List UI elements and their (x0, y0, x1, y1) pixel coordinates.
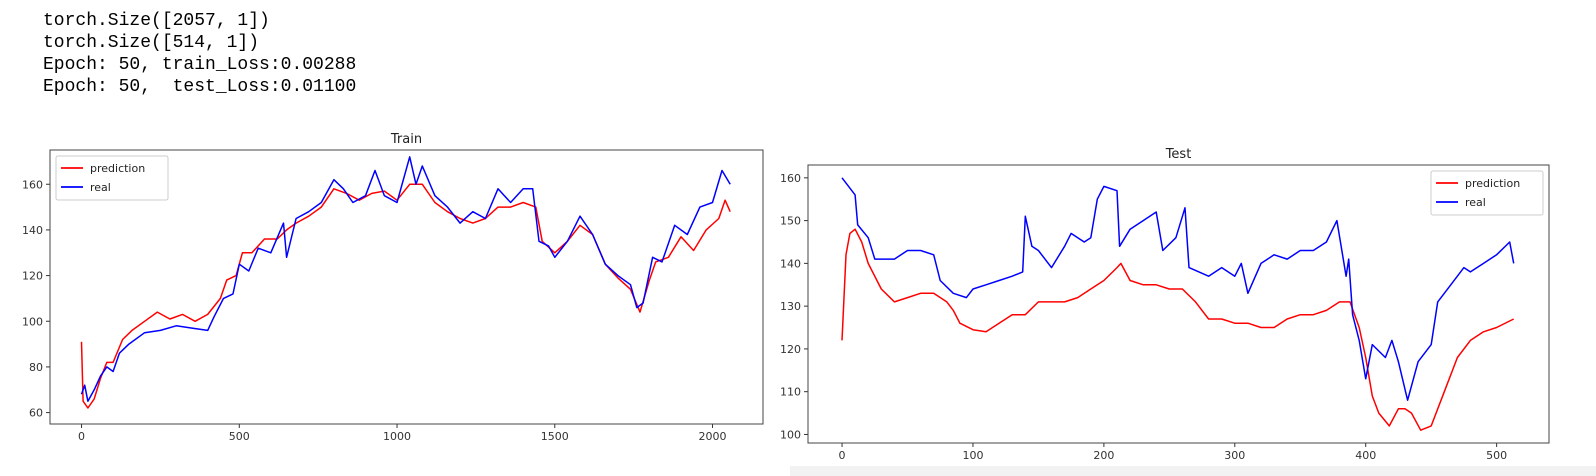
series-line-real (841, 177, 1515, 401)
x-tick-label: 1500 (541, 430, 569, 443)
cell-output: torch.Size([2057, 1]) torch.Size([514, 1… (43, 10, 356, 98)
series-line-real (80, 156, 731, 402)
x-tick-label: 200 (1093, 449, 1114, 462)
y-tick-label: 110 (780, 386, 801, 399)
x-tick-label: 400 (1355, 449, 1376, 462)
legend-label: prediction (90, 162, 145, 175)
legend-box (1430, 170, 1544, 216)
train-chart: Train 0 500 1000 1500 2000 60 80 100 120 140 160 pre… (22, 132, 764, 443)
x-tick-label: 500 (1486, 449, 1507, 462)
y-tick-label: 150 (780, 215, 801, 228)
test-chart: Test 0 100 200 300 400 500 100 110 120 130 140 150 16… (780, 147, 1550, 462)
y-tick-label: 120 (22, 270, 43, 283)
y-tick-label: 130 (780, 300, 801, 313)
axes-frame (807, 164, 1550, 444)
y-tick-label: 160 (780, 172, 801, 185)
output-line: torch.Size([514, 1]) (43, 33, 260, 53)
legend-label: real (90, 181, 111, 194)
x-tick-label: 300 (1224, 449, 1245, 462)
output-scroll-area (790, 466, 1596, 476)
series-line-prediction (80, 183, 731, 409)
y-tick-label: 100 (22, 315, 43, 328)
y-tick-label: 60 (29, 407, 43, 420)
series-line-prediction (841, 228, 1515, 431)
output-line: torch.Size([2057, 1]) (43, 11, 270, 31)
legend-label: real (1465, 196, 1486, 209)
x-tick-label: 0 (78, 430, 85, 443)
output-line: Epoch: 50, train_Loss:0.00288 (43, 55, 357, 75)
output-line: Epoch: 50, test_Loss:0.01100 (43, 77, 357, 97)
x-tick-label: 500 (229, 430, 250, 443)
y-tick-label: 80 (29, 361, 43, 374)
y-tick-label: 100 (780, 428, 801, 441)
y-tick-label: 140 (780, 257, 801, 270)
y-tick-label: 160 (22, 178, 43, 191)
x-tick-label: 1000 (383, 430, 411, 443)
legend-label: prediction (1465, 177, 1520, 190)
x-tick-label: 2000 (699, 430, 727, 443)
legend: prediction real (55, 155, 169, 201)
x-tick-label: 100 (962, 449, 983, 462)
chart-title: Train (390, 132, 422, 147)
legend-box (55, 155, 169, 201)
legend: prediction real (1430, 170, 1544, 216)
x-tick-label: 0 (839, 449, 846, 462)
y-tick-label: 140 (22, 224, 43, 237)
axes-frame (49, 149, 764, 425)
chart-title: Test (1165, 147, 1192, 162)
y-tick-label: 120 (780, 343, 801, 356)
